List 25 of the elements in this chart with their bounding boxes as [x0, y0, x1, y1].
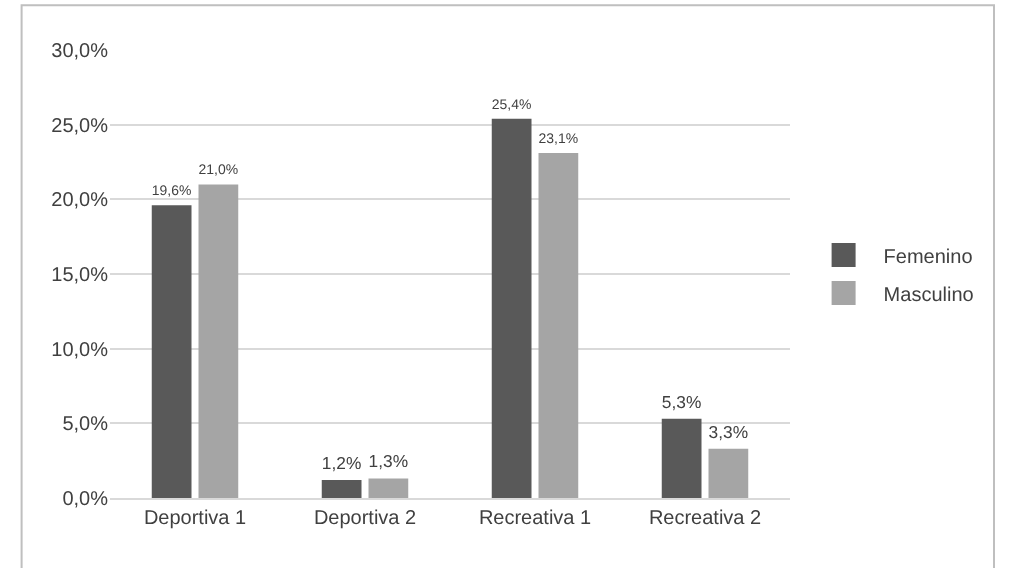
data-label: 3,3%	[708, 421, 749, 442]
data-label: 5,3%	[661, 391, 702, 412]
bar	[321, 480, 362, 498]
y-tick-label: 20,0%	[51, 190, 109, 213]
y-tick-label: 25,0%	[51, 115, 109, 138]
bar	[151, 205, 192, 498]
x-tick-label: Recreativa 2	[648, 508, 763, 530]
bar	[661, 418, 702, 498]
legend-label: Masculino	[883, 284, 975, 307]
y-tick-label: 5,0%	[62, 414, 109, 437]
data-label: 1,2%	[321, 452, 362, 473]
x-tick-label: Recreativa 1	[478, 508, 593, 530]
legend-label: Femenino	[883, 246, 974, 269]
y-tick-label: 0,0%	[62, 489, 109, 511]
bar	[491, 118, 532, 498]
y-tick-label: 30,0%	[51, 41, 109, 63]
bar	[538, 153, 579, 498]
x-tick-label: Deportiva 1	[143, 508, 248, 530]
bar	[368, 478, 409, 498]
data-label: 1,3%	[368, 451, 409, 472]
y-tick-label: 10,0%	[51, 339, 109, 362]
x-tick-label: Deportiva 2	[313, 508, 418, 530]
bar	[198, 184, 239, 498]
y-tick-label: 15,0%	[51, 265, 109, 287]
bar	[708, 448, 749, 498]
